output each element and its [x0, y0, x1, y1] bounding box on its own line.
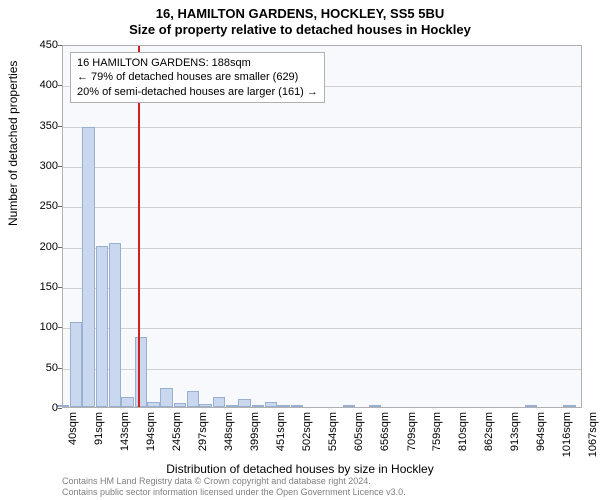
- annotation-line3: 20% of semi-detached houses are larger (…: [77, 85, 318, 99]
- footer-attribution: Contains HM Land Registry data © Crown c…: [62, 476, 406, 498]
- y-tick-mark: [58, 166, 62, 167]
- histogram-bar: [174, 403, 187, 407]
- y-tick-label: 400: [8, 79, 58, 91]
- x-tick-label: 709sqm: [406, 412, 418, 467]
- footer-line1: Contains HM Land Registry data © Crown c…: [62, 476, 406, 487]
- histogram-bar: [525, 405, 538, 407]
- grid-line: [63, 167, 581, 168]
- x-tick-label: 862sqm: [483, 412, 495, 467]
- histogram-bar: [199, 404, 212, 407]
- x-tick-label: 297sqm: [197, 412, 209, 467]
- histogram-bar: [187, 391, 200, 407]
- annotation-box: 16 HAMILTON GARDENS: 188sqm ← 79% of det…: [70, 52, 325, 103]
- histogram-bar: [226, 405, 239, 407]
- x-tick-label: 656sqm: [379, 412, 391, 467]
- x-tick-label: 1067sqm: [587, 412, 599, 467]
- footer-line2: Contains public sector information licen…: [62, 487, 406, 498]
- x-tick-label: 810sqm: [457, 412, 469, 467]
- y-tick-mark: [58, 126, 62, 127]
- histogram-bar: [369, 405, 382, 407]
- histogram-bar: [277, 405, 290, 407]
- grid-line: [63, 248, 581, 249]
- x-tick-label: 554sqm: [327, 412, 339, 467]
- histogram-bar: [121, 397, 134, 407]
- histogram-bar: [109, 243, 122, 407]
- y-tick-mark: [58, 45, 62, 46]
- x-tick-label: 451sqm: [275, 412, 287, 467]
- x-tick-label: 502sqm: [301, 412, 313, 467]
- y-tick-label: 300: [8, 160, 58, 172]
- y-tick-mark: [58, 327, 62, 328]
- x-tick-label: 399sqm: [249, 412, 261, 467]
- histogram-bar: [291, 405, 304, 407]
- y-tick-label: 150: [8, 281, 58, 293]
- histogram-bar: [563, 405, 576, 407]
- y-tick-label: 0: [8, 402, 58, 414]
- histogram-bar: [213, 397, 226, 407]
- y-tick-label: 350: [8, 120, 58, 132]
- histogram-bar: [70, 322, 83, 407]
- histogram-bar: [135, 337, 148, 407]
- grid-line: [63, 127, 581, 128]
- annotation-line2: ← 79% of detached houses are smaller (62…: [77, 70, 318, 84]
- x-tick-label: 605sqm: [353, 412, 365, 467]
- y-tick-label: 50: [8, 362, 58, 374]
- annotation-line1: 16 HAMILTON GARDENS: 188sqm: [77, 56, 318, 70]
- chart-title-desc: Size of property relative to detached ho…: [0, 22, 600, 37]
- grid-line: [63, 328, 581, 329]
- x-tick-label: 245sqm: [171, 412, 183, 467]
- grid-line: [63, 288, 581, 289]
- y-tick-label: 100: [8, 321, 58, 333]
- y-tick-label: 250: [8, 200, 58, 212]
- grid-line: [63, 207, 581, 208]
- histogram-bar: [96, 246, 109, 407]
- histogram-bar: [265, 402, 278, 407]
- x-tick-label: 143sqm: [119, 412, 131, 467]
- histogram-bar: [343, 405, 356, 407]
- y-tick-label: 200: [8, 241, 58, 253]
- x-tick-label: 1016sqm: [561, 412, 573, 467]
- x-tick-label: 194sqm: [145, 412, 157, 467]
- histogram-bar: [82, 127, 95, 407]
- x-tick-label: 759sqm: [431, 412, 443, 467]
- histogram-bar: [238, 399, 251, 407]
- histogram-bar: [57, 405, 70, 407]
- y-tick-mark: [58, 408, 62, 409]
- histogram-bar: [147, 402, 160, 407]
- x-tick-label: 91sqm: [93, 412, 105, 467]
- x-tick-label: 40sqm: [67, 412, 79, 467]
- y-tick-mark: [58, 368, 62, 369]
- y-tick-mark: [58, 85, 62, 86]
- x-tick-label: 913sqm: [509, 412, 521, 467]
- y-tick-label: 450: [8, 39, 58, 51]
- histogram-bar: [252, 405, 265, 407]
- x-tick-label: 964sqm: [535, 412, 547, 467]
- chart-title-address: 16, HAMILTON GARDENS, HOCKLEY, SS5 5BU: [0, 6, 600, 21]
- y-tick-mark: [58, 287, 62, 288]
- y-tick-mark: [58, 247, 62, 248]
- y-tick-mark: [58, 206, 62, 207]
- x-tick-label: 348sqm: [223, 412, 235, 467]
- histogram-bar: [160, 388, 173, 407]
